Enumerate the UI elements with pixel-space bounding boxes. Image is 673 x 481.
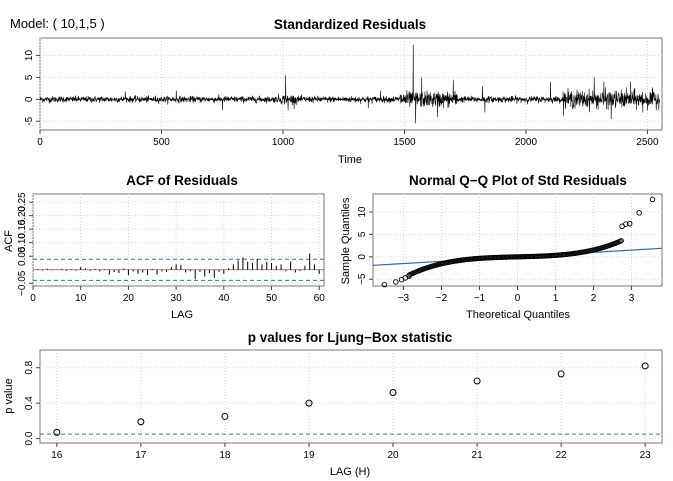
- qq-title: Normal Q−Q Plot of Std Residuals: [409, 173, 627, 188]
- x-tick-label: −2: [436, 293, 448, 304]
- acf-panel: ACF of Residuals 0 10 20 30 40 50 60 −0.05 0.05…: [3, 173, 325, 321]
- y-tick-label: 5: [357, 231, 368, 237]
- std-residuals-xlabel: Time: [338, 154, 362, 166]
- x-tick-label: 2: [591, 293, 597, 304]
- x-tick-label: 0: [30, 293, 36, 304]
- x-tick-label: 20: [123, 293, 135, 304]
- residual-series-line: [39, 44, 660, 124]
- x-tick-label: 20: [387, 450, 399, 461]
- y-tick-label: 10: [24, 50, 35, 62]
- acf-y-ticks: −0.05 0.050.100.150.200.25: [17, 192, 33, 296]
- x-tick-label: 10: [75, 293, 87, 304]
- qq-y-ticks: −5 0 5 10: [357, 206, 373, 285]
- y-tick-label: 0: [24, 96, 35, 102]
- qq-grid: [373, 194, 662, 286]
- ljung-box-point: [137, 418, 145, 426]
- y-tick-label: 0.4: [24, 396, 35, 410]
- ljung-box-point: [305, 399, 313, 407]
- x-tick-label: 60: [314, 293, 326, 304]
- x-tick-label: 0: [37, 137, 43, 148]
- y-tick-label: 0.05: [17, 246, 28, 266]
- y-tick-label: 0.0: [24, 431, 35, 445]
- y-tick-label: 5: [24, 74, 35, 80]
- y-tick-label: 0.15: [17, 219, 28, 239]
- ljung-box-point: [53, 428, 61, 436]
- std-residuals-y-ticks: -5 0 5 10: [24, 50, 40, 126]
- qq-series: [372, 196, 663, 288]
- acf-xlabel: LAG: [171, 309, 193, 321]
- std-residuals-plot-area: [39, 37, 663, 131]
- x-tick-label: 23: [640, 450, 652, 461]
- x-tick-label: 19: [303, 450, 315, 461]
- x-tick-label: 18: [219, 450, 231, 461]
- acf-series: [33, 253, 324, 281]
- ljung-box-point: [473, 377, 481, 385]
- std-residuals-grid: [39, 38, 662, 130]
- qq-point: [618, 238, 624, 244]
- ljung-box-grid: [40, 350, 662, 443]
- ljung-box-ylabel: p value: [3, 378, 15, 413]
- ljung-box-y-ticks: 0.0 0.4 0.8: [24, 360, 40, 446]
- qq-xlabel: Theoretical Quantiles: [466, 309, 570, 321]
- x-tick-label: 50: [266, 293, 278, 304]
- ljung-box-title: p values for Ljung−Box statistic: [248, 330, 453, 345]
- acf-x-ticks: 0 10 20 30 40 50 60: [30, 286, 325, 304]
- y-tick-label: 0.20: [17, 205, 28, 225]
- y-tick-label: 0: [357, 254, 368, 260]
- x-tick-label: 3: [629, 293, 635, 304]
- y-tick-label: −0.05: [17, 270, 28, 296]
- qq-point: [626, 220, 633, 227]
- std-residuals-x-ticks: 0 500 1000 1500 2000 2500: [37, 130, 659, 148]
- ljung-box-x-ticks: 16 17 18 19 20 21 22 23: [51, 443, 651, 461]
- x-tick-label: 0: [515, 293, 521, 304]
- x-tick-label: 30: [171, 293, 183, 304]
- x-tick-label: −1: [474, 293, 486, 304]
- acf-grid: [32, 194, 324, 286]
- qq-point: [649, 196, 656, 203]
- x-tick-label: 17: [135, 450, 147, 461]
- y-tick-label: -5: [24, 116, 35, 125]
- y-tick-label: 0.10: [17, 233, 28, 253]
- x-tick-label: 21: [472, 450, 484, 461]
- qq-panel: Normal Q−Q Plot of Std Residuals −3 −2 −1 0…: [340, 173, 663, 321]
- qq-point: [393, 279, 399, 285]
- ljung-box-xlabel: LAG (H): [330, 466, 370, 478]
- std-residuals-title: Standardized Residuals: [274, 17, 426, 32]
- ljung-box-point: [221, 412, 229, 420]
- y-tick-label: 0.8: [24, 360, 35, 374]
- x-tick-label: 22: [556, 450, 568, 461]
- qq-point: [381, 281, 388, 288]
- ljung-box-point: [641, 362, 649, 370]
- y-tick-label: 10: [357, 206, 368, 218]
- x-tick-label: 40: [218, 293, 230, 304]
- qq-ylabel: Sample Quantiles: [340, 197, 352, 284]
- x-tick-label: 2500: [636, 137, 659, 148]
- ljung-box-panel: p values for Ljung−Box statistic 16 17 18 1…: [3, 330, 663, 478]
- acf-title: ACF of Residuals: [126, 173, 238, 188]
- x-tick-label: 1500: [393, 137, 416, 148]
- acf-ylabel: ACF: [3, 230, 15, 252]
- std-residuals-panel: Standardized Residuals 0 500 1000 1500 2000 2…: [24, 17, 663, 166]
- x-tick-label: 1: [553, 293, 559, 304]
- ljung-box-point: [389, 389, 397, 397]
- acf-plot-area: [32, 193, 325, 287]
- x-tick-label: 500: [153, 137, 170, 148]
- qq-point: [406, 273, 412, 279]
- ljung-box-point: [557, 370, 565, 378]
- x-tick-label: 1000: [272, 137, 295, 148]
- y-tick-label: 0.25: [17, 192, 28, 212]
- y-tick-label: −5: [357, 273, 368, 285]
- ljung-box-series: [40, 362, 662, 436]
- qq-x-ticks: −3 −2 −1 0 1 2 3: [398, 286, 635, 304]
- x-tick-label: 2000: [515, 137, 538, 148]
- x-tick-label: 16: [51, 450, 63, 461]
- ljung-box-plot-area: [39, 349, 663, 444]
- x-tick-label: −3: [398, 293, 410, 304]
- model-label: Model: ( 10,1,5 ): [10, 16, 105, 31]
- qq-point: [623, 221, 629, 227]
- qq-point: [636, 210, 642, 216]
- std-residuals-series: [39, 44, 660, 124]
